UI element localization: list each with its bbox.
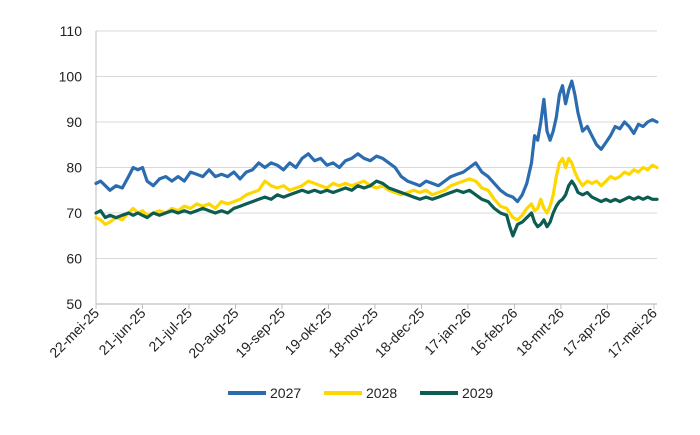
y-axis-ticks: 50 60 70 80 90 100 110 xyxy=(59,23,83,312)
series-lines xyxy=(94,79,659,238)
series-line-2028 xyxy=(94,156,659,226)
series-line-2027 xyxy=(94,79,659,204)
x-tick-label: 17-mei-26 xyxy=(604,305,660,361)
y-tick-label: 60 xyxy=(66,251,82,267)
x-tick-label: 20-aug-25 xyxy=(185,305,242,362)
y-tick-label: 70 xyxy=(66,205,82,221)
legend-label-2029: 2029 xyxy=(462,385,493,401)
y-tick-label: 100 xyxy=(59,69,83,85)
axes xyxy=(95,31,657,309)
legend: 2027 2028 2029 xyxy=(228,385,493,401)
x-tick-label: 19-sep-25 xyxy=(232,305,288,361)
x-tick-label: 18-mrt-26 xyxy=(513,305,567,359)
x-tick-label: 17-jan-26 xyxy=(421,305,474,358)
series-line-2029 xyxy=(94,179,659,238)
x-tick-label: 21-jun-25 xyxy=(95,305,148,358)
gridlines xyxy=(96,30,657,259)
x-tick-label: 22-mei-25 xyxy=(46,305,102,361)
y-tick-label: 50 xyxy=(66,296,82,312)
x-axis-ticks: 22-mei-2521-jun-2521-jul-2520-aug-2519-s… xyxy=(46,305,660,362)
x-tick-label: 18-nov-25 xyxy=(325,305,381,361)
legend-label-2027: 2027 xyxy=(270,385,301,401)
y-tick-label: 90 xyxy=(66,114,82,130)
legend-label-2028: 2028 xyxy=(366,385,397,401)
x-tick-label: 16-feb-26 xyxy=(467,305,521,359)
y-tick-label: 110 xyxy=(60,23,83,39)
y-tick-label: 80 xyxy=(66,160,82,176)
x-tick-label: 18-dec-25 xyxy=(372,305,428,361)
